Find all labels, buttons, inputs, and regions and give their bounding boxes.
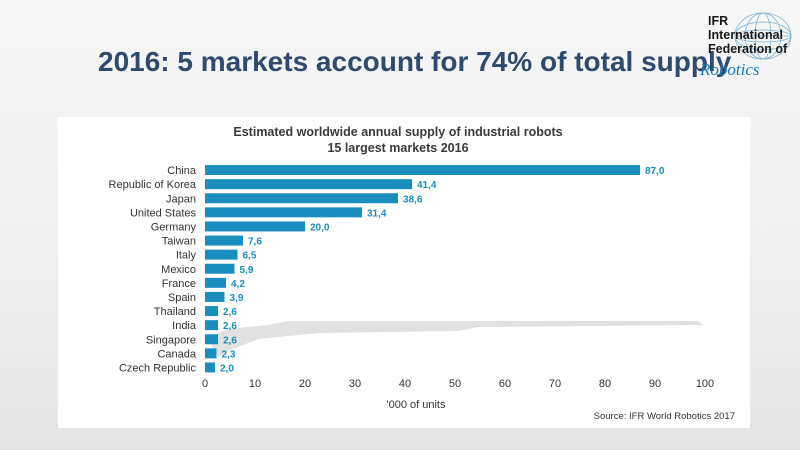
x-tick-label: 80 (599, 378, 611, 390)
value-label: 6,5 (243, 251, 257, 262)
x-tick-label: 40 (399, 378, 411, 390)
category-label: Czech Republic (119, 362, 197, 374)
value-label: 2,6 (223, 307, 237, 318)
value-label: 38,6 (403, 194, 423, 205)
bar (205, 263, 235, 274)
ifr-logo: IFR International Federation of Robotics (700, 10, 796, 80)
bar (205, 320, 218, 331)
bar (205, 362, 215, 373)
value-label: 2,6 (223, 335, 237, 346)
x-axis-title: '000 of units (387, 399, 446, 411)
category-label: India (172, 320, 197, 332)
category-label: France (162, 278, 196, 290)
category-label: Japan (166, 193, 196, 205)
category-label: Mexico (161, 264, 196, 276)
category-label: China (167, 165, 197, 177)
bar (205, 207, 362, 218)
logo-line-federation: Federation of (708, 42, 788, 56)
x-tick-label: 60 (499, 378, 511, 390)
chart-panel: Estimated worldwide annual supply of ind… (58, 117, 750, 428)
category-label: Taiwan (162, 236, 196, 248)
x-tick-label: 50 (449, 378, 461, 390)
bar (205, 277, 226, 288)
x-tick-label: 10 (249, 378, 261, 390)
bar (205, 221, 305, 232)
logo-script-robotics: Robotics (700, 60, 760, 79)
robot-silhouette-watermark (208, 321, 703, 357)
source-note: Source: IFR World Robotics 2017 (594, 411, 735, 422)
bar-chart: Estimated worldwide annual supply of ind… (109, 125, 735, 422)
bars-group: China 87,0 Republic of Korea 41,4 Japan 38,6 U… (109, 165, 665, 374)
bar (205, 179, 412, 190)
x-tick-label: 90 (649, 378, 661, 390)
chart-subtitle: 15 largest markets 2016 (327, 141, 468, 155)
value-label: 2,0 (220, 363, 234, 374)
x-tick-label: 70 (549, 378, 561, 390)
logo-line-international: International (708, 28, 784, 42)
category-label: Italy (176, 250, 197, 262)
category-label: Singapore (146, 334, 196, 346)
bar (205, 165, 640, 176)
value-label: 4,2 (231, 279, 245, 290)
bar (205, 306, 218, 317)
category-label: United States (130, 207, 197, 219)
bar (205, 249, 238, 260)
bar (205, 291, 225, 302)
value-label: 7,6 (248, 237, 262, 248)
chart-title: Estimated worldwide annual supply of ind… (233, 125, 562, 139)
x-tick-label: 100 (696, 378, 714, 390)
logo-line-ifr: IFR (708, 14, 729, 28)
category-label: Republic of Korea (109, 179, 197, 191)
bar (205, 334, 218, 345)
category-label: Spain (168, 292, 196, 304)
x-tick-label: 30 (349, 378, 361, 390)
value-label: 41,4 (417, 180, 437, 191)
bar (205, 193, 398, 204)
bar (205, 348, 217, 359)
value-label: 3,9 (230, 293, 244, 304)
globe-icon (734, 12, 792, 60)
value-label: 5,9 (240, 265, 254, 276)
slide-title: 2016: 5 markets account for 74% of total… (98, 46, 732, 77)
category-label: Canada (157, 348, 196, 360)
bar (205, 235, 243, 246)
value-label: 20,0 (310, 222, 330, 233)
x-tick-label: 20 (299, 378, 311, 390)
value-label: 2,6 (223, 321, 237, 332)
x-axis-ticks: 0 10 20 30 40 50 60 70 80 90 100 (202, 378, 714, 390)
category-label: Germany (151, 221, 197, 233)
value-label: 2,3 (222, 349, 236, 360)
value-label: 87,0 (645, 166, 665, 177)
value-label: 31,4 (367, 208, 387, 219)
category-label: Thailand (154, 306, 196, 318)
x-tick-label: 0 (202, 378, 208, 390)
